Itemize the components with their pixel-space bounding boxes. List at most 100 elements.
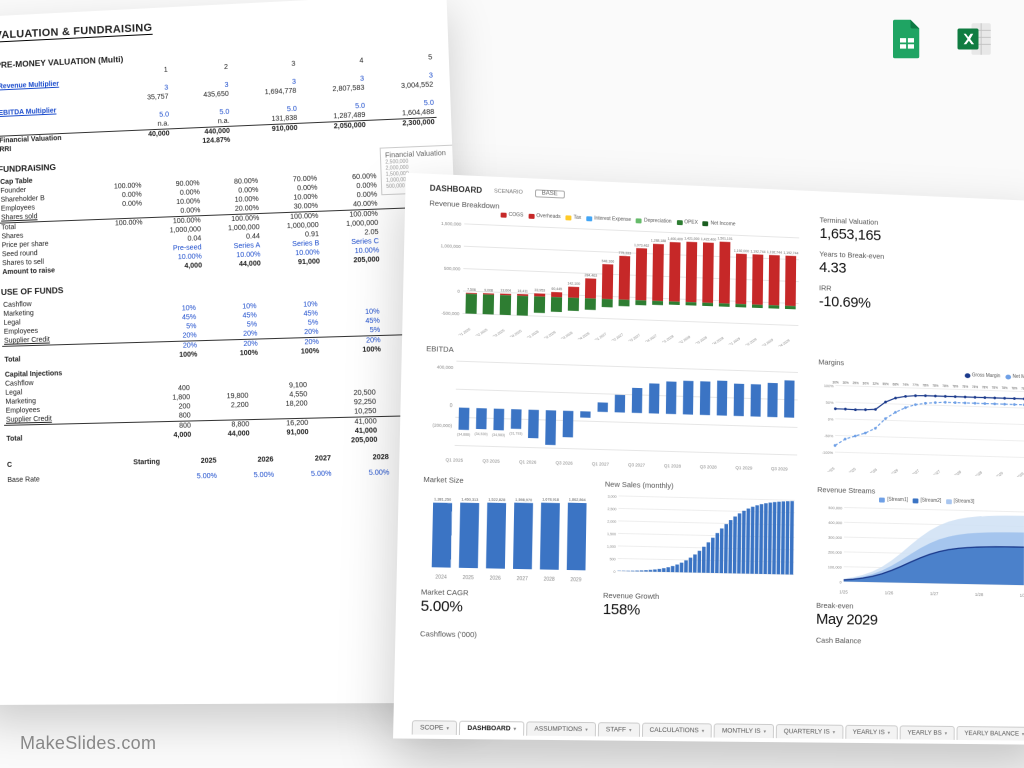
kpi-market-cagr: 5.00% <box>420 598 593 618</box>
svg-text:1,400,400: 1,400,400 <box>668 237 683 242</box>
tab-calculations[interactable]: CALCULATIONS▾ <box>641 723 712 738</box>
svg-text:Q1 2025: Q1 2025 <box>458 327 472 338</box>
svg-text:Q2 2028: Q2 2028 <box>678 335 691 346</box>
premoney-table: 12345 Revenue Multiplier 33333 35,757435… <box>0 53 437 154</box>
svg-text:78%: 78% <box>982 385 988 389</box>
svg-text:1/27: 1/27 <box>930 591 939 596</box>
svg-text:1,598,970: 1,598,970 <box>515 498 532 502</box>
tab-monthly-is[interactable]: MONTHLY IS▾ <box>714 723 774 738</box>
svg-text:2026: 2026 <box>490 576 502 582</box>
svg-text:1,862,864: 1,862,864 <box>569 498 586 502</box>
kpi-breakeven-date: May 2029 <box>816 611 1024 632</box>
market-size-chart: 1,381,25020241,450,31320251,522,82820261… <box>421 485 595 585</box>
rates: CStarting20252026202720282029 Base Rate5… <box>5 452 450 485</box>
scenario-label: SCENARIO <box>494 188 523 195</box>
svg-text:Q3 2026: Q3 2026 <box>886 468 899 477</box>
svg-text:Q3 2027: Q3 2027 <box>928 469 941 477</box>
tab-scope[interactable]: SCOPE▾ <box>412 720 458 735</box>
svg-text:60,445: 60,445 <box>551 287 562 291</box>
cashbal-title: Cash Balance <box>816 636 1024 648</box>
svg-text:0: 0 <box>613 570 615 574</box>
market-size-panel: Market Size 1,381,25020241,450,31320251,… <box>420 473 595 624</box>
svg-text:1,000: 1,000 <box>607 545 616 549</box>
scenario-select[interactable]: BASE <box>535 189 565 198</box>
tab-staff[interactable]: STAFF▾ <box>598 722 640 737</box>
tab-quarterly-is[interactable]: QUARTERLY IS▾ <box>776 724 843 739</box>
revenue-streams-panel: Revenue Streams [Stream1][Stream2][Strea… <box>816 483 1024 631</box>
svg-text:(34,888): (34,888) <box>457 433 470 437</box>
google-sheets-icon <box>886 18 928 65</box>
svg-text:1,073,462: 1,073,462 <box>634 243 649 248</box>
svg-text:Q3 2025: Q3 2025 <box>843 467 856 477</box>
svg-text:Q1 2029: Q1 2029 <box>991 471 1004 477</box>
svg-text:548,166: 548,166 <box>602 259 615 263</box>
svg-text:1,192,744: 1,192,744 <box>767 250 782 255</box>
svg-text:Q1 2028: Q1 2028 <box>664 463 682 468</box>
svg-text:Q3 2027: Q3 2027 <box>628 462 646 467</box>
svg-text:Q1 2025: Q1 2025 <box>446 457 464 463</box>
svg-text:(34,583): (34,583) <box>492 433 505 437</box>
svg-text:400,000: 400,000 <box>437 364 454 370</box>
svg-text:Q4 2027: Q4 2027 <box>645 334 658 345</box>
svg-text:-100%: -100% <box>822 450 834 455</box>
svg-text:0: 0 <box>840 579 843 584</box>
svg-text:78%: 78% <box>992 386 998 390</box>
svg-text:2,500: 2,500 <box>607 507 616 511</box>
svg-text:1,381,250: 1,381,250 <box>434 498 451 502</box>
svg-text:Q2 2029: Q2 2029 <box>745 337 758 347</box>
svg-text:Q3 2029: Q3 2029 <box>761 338 774 347</box>
svg-text:78%: 78% <box>922 383 928 387</box>
svg-text:500: 500 <box>610 557 616 561</box>
svg-text:1/25: 1/25 <box>839 589 848 594</box>
svg-text:78%: 78% <box>1011 386 1017 390</box>
svg-text:78%: 78% <box>972 385 978 389</box>
svg-text:50%: 50% <box>826 400 834 405</box>
svg-text:32%: 32% <box>873 382 879 386</box>
svg-text:Q3 2028: Q3 2028 <box>970 471 983 477</box>
svg-text:Q3 2026: Q3 2026 <box>556 460 574 465</box>
svg-text:Q1 2027: Q1 2027 <box>907 469 920 477</box>
svg-text:1,000,000: 1,000,000 <box>441 243 462 249</box>
sheet-title: VALUATION & FUNDRAISING <box>0 22 153 43</box>
dashboard-title: DASHBOARD <box>430 184 483 195</box>
tab-dashboard[interactable]: DASHBOARD▾ <box>459 721 524 736</box>
svg-text:Q4 2025: Q4 2025 <box>509 329 522 340</box>
svg-text:68%: 68% <box>893 382 899 386</box>
svg-text:2025: 2025 <box>462 575 474 581</box>
svg-text:Q3 2029: Q3 2029 <box>771 466 788 471</box>
svg-text:1,500: 1,500 <box>607 532 616 536</box>
svg-text:77%: 77% <box>912 383 918 387</box>
tab-yearly-balance[interactable]: YEARLY BALANCE▾ <box>957 726 1024 741</box>
svg-text:1/26: 1/26 <box>885 590 894 595</box>
svg-text:30%: 30% <box>863 381 869 385</box>
ebitda-panel: EBITDA (34,888)(34,530)(34,583)(31,793)Q… <box>424 342 803 477</box>
svg-text:2024: 2024 <box>435 574 447 580</box>
capinj: Capital Injections Cashflow Legal4009,10… <box>3 359 449 453</box>
svg-text:1,192,744: 1,192,744 <box>750 249 765 254</box>
new-sales-panel: New Sales (monthly) 3,0002,5002,0001,500… <box>603 478 802 628</box>
cashflows-title: Cashflows ('000) <box>420 629 800 644</box>
svg-text:Q3 2028: Q3 2028 <box>695 335 708 346</box>
svg-text:284,463: 284,463 <box>584 273 597 277</box>
svg-text:1,500,000: 1,500,000 <box>441 221 462 227</box>
margins-chart: 100%50%0%-50%-100%30%30%29%30%32%55%68%7… <box>817 373 1024 477</box>
svg-text:29%: 29% <box>853 381 859 385</box>
svg-text:1/29: 1/29 <box>1020 593 1024 598</box>
svg-text:2028: 2028 <box>544 577 556 583</box>
revenue-streams-chart: 500,000400,000300,000200,000100,00001/25… <box>816 501 1024 599</box>
svg-text:1,522,828: 1,522,828 <box>488 498 505 502</box>
svg-text:300,000: 300,000 <box>828 535 843 540</box>
watermark: MakeSlides.com <box>20 733 156 754</box>
svg-text:0: 0 <box>450 403 453 409</box>
svg-text:Q4 2028: Q4 2028 <box>711 336 724 347</box>
svg-text:Q4 2026: Q4 2026 <box>577 331 590 342</box>
tab-yearly-is[interactable]: YEARLY IS▾ <box>845 725 898 740</box>
svg-text:78%: 78% <box>932 384 938 388</box>
svg-text:-50%: -50% <box>824 433 833 438</box>
tab-yearly-bs[interactable]: YEARLY BS▾ <box>900 725 955 739</box>
svg-text:Q1 2029: Q1 2029 <box>735 465 752 470</box>
svg-text:Q1 2028: Q1 2028 <box>949 470 962 477</box>
market-and-sales-row: Market Size 1,381,25020241,450,31320251,… <box>420 473 801 628</box>
svg-text:Q1 2028: Q1 2028 <box>661 334 674 345</box>
tab-assumptions[interactable]: ASSUMPTIONS▾ <box>526 721 596 736</box>
